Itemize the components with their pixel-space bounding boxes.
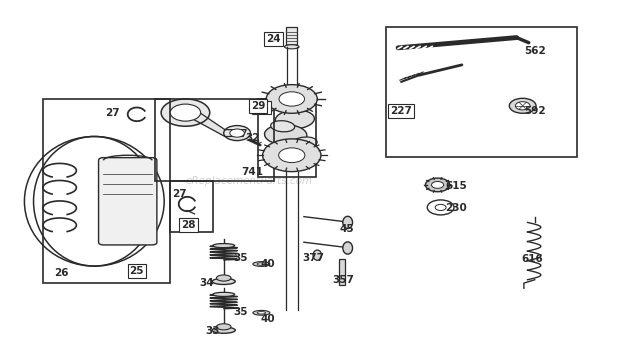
Text: 35: 35: [233, 307, 247, 317]
Text: 35: 35: [233, 253, 247, 262]
Circle shape: [509, 98, 536, 113]
Ellipse shape: [213, 244, 234, 248]
Ellipse shape: [213, 292, 234, 296]
Ellipse shape: [212, 327, 235, 333]
Ellipse shape: [253, 262, 270, 267]
Circle shape: [279, 92, 304, 106]
Circle shape: [224, 126, 250, 141]
Circle shape: [266, 85, 317, 113]
Ellipse shape: [291, 137, 317, 150]
Ellipse shape: [216, 324, 231, 330]
Circle shape: [263, 139, 321, 172]
Text: 26: 26: [54, 268, 68, 278]
Text: 562: 562: [524, 46, 546, 56]
Text: 45: 45: [339, 223, 354, 234]
Circle shape: [230, 129, 244, 137]
Text: 40: 40: [260, 259, 275, 269]
Circle shape: [170, 104, 201, 121]
Text: 377: 377: [302, 253, 324, 262]
Bar: [155, 99, 273, 181]
Text: 16: 16: [254, 103, 268, 112]
Ellipse shape: [257, 263, 265, 265]
Text: 25: 25: [130, 266, 144, 276]
Ellipse shape: [265, 125, 307, 145]
Circle shape: [278, 148, 305, 163]
Circle shape: [432, 182, 444, 188]
Ellipse shape: [212, 278, 235, 285]
Text: 27: 27: [172, 189, 187, 199]
Text: 29: 29: [251, 101, 265, 111]
Ellipse shape: [216, 275, 231, 281]
Circle shape: [161, 99, 210, 126]
Text: 615: 615: [445, 181, 467, 191]
FancyBboxPatch shape: [339, 259, 345, 285]
Polygon shape: [173, 108, 246, 136]
Text: 592: 592: [524, 106, 546, 116]
Text: 28: 28: [181, 220, 196, 230]
Bar: [386, 27, 577, 157]
Text: 34: 34: [200, 278, 214, 288]
Text: 40: 40: [260, 314, 275, 324]
Ellipse shape: [253, 310, 270, 315]
Text: 27: 27: [105, 108, 120, 118]
Circle shape: [515, 102, 530, 110]
FancyBboxPatch shape: [99, 158, 157, 245]
Circle shape: [425, 178, 450, 192]
Bar: [259, 99, 316, 177]
Ellipse shape: [343, 216, 353, 229]
Text: 230: 230: [445, 203, 467, 213]
Text: 33: 33: [206, 326, 220, 336]
Ellipse shape: [271, 121, 294, 132]
Text: 741: 741: [241, 167, 264, 177]
Text: 227: 227: [390, 106, 412, 116]
Text: 24: 24: [266, 34, 281, 44]
Ellipse shape: [343, 242, 353, 254]
Text: 32: 32: [245, 133, 260, 143]
Text: eReplacementParts.com: eReplacementParts.com: [185, 176, 313, 186]
Ellipse shape: [257, 311, 265, 314]
Ellipse shape: [275, 110, 314, 129]
Bar: [170, 181, 213, 232]
Ellipse shape: [313, 250, 322, 260]
Ellipse shape: [285, 45, 299, 49]
Text: 357: 357: [332, 275, 355, 285]
Bar: [43, 99, 170, 283]
FancyBboxPatch shape: [286, 27, 297, 46]
Text: 616: 616: [521, 254, 542, 264]
